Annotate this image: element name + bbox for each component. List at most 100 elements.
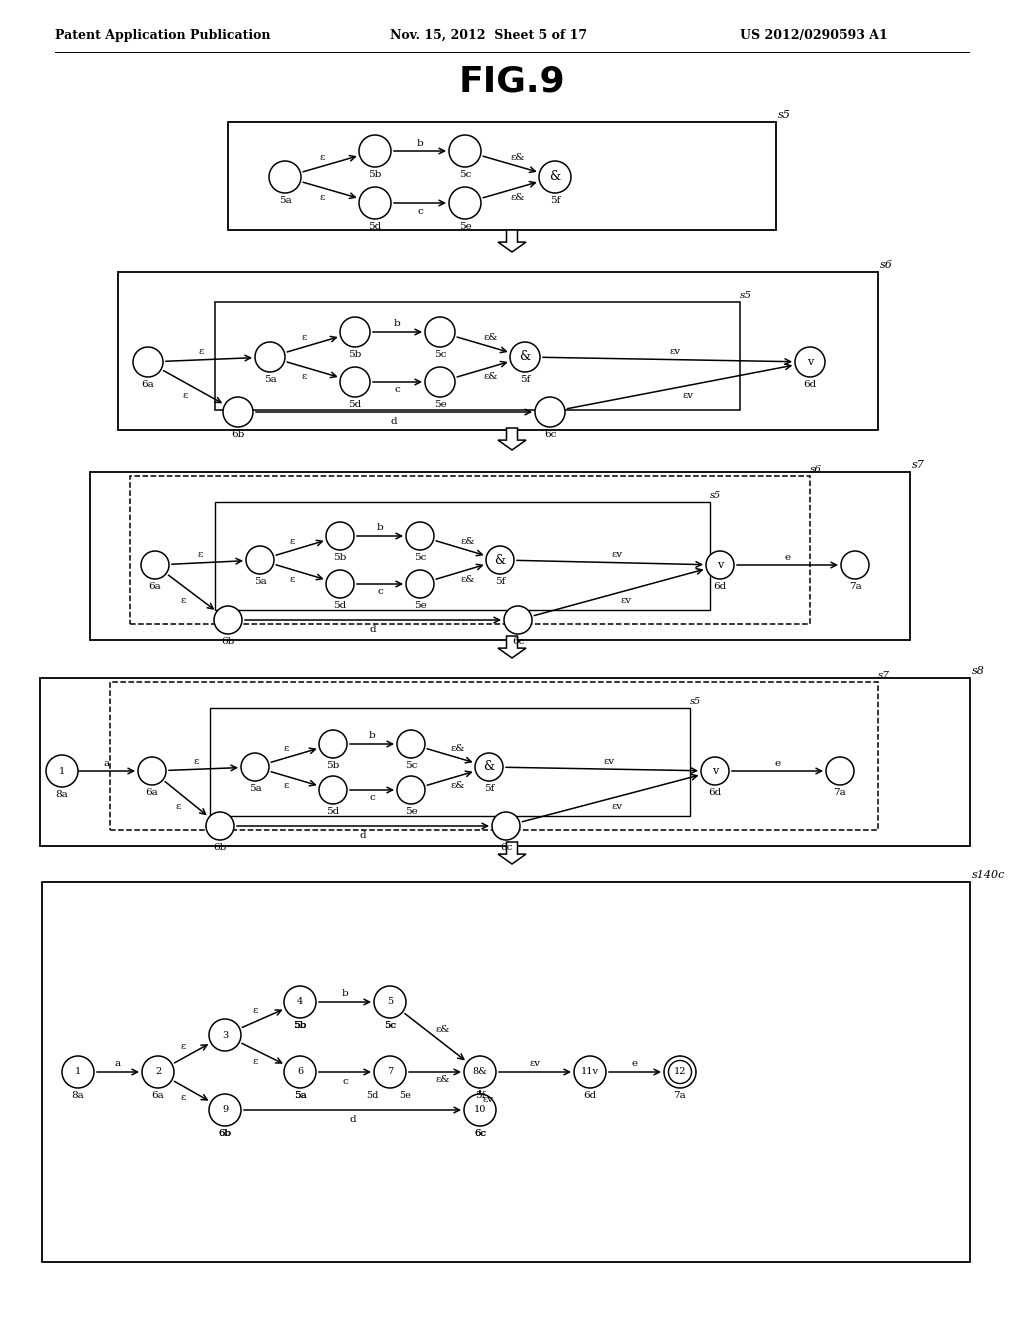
Circle shape (326, 570, 354, 598)
Text: 6d: 6d (804, 380, 816, 389)
Text: 7a: 7a (674, 1092, 686, 1100)
Text: s5: s5 (690, 697, 701, 706)
Circle shape (62, 1056, 94, 1088)
Text: 5c: 5c (459, 170, 471, 180)
Circle shape (142, 1056, 174, 1088)
Text: ε&: ε& (511, 153, 525, 161)
Circle shape (841, 550, 869, 579)
Text: ε: ε (253, 1057, 258, 1067)
Text: ε&: ε& (436, 1076, 451, 1085)
Text: ε: ε (182, 391, 187, 400)
Text: s6: s6 (880, 260, 893, 271)
Text: εv: εv (612, 803, 623, 810)
Text: 6c: 6c (474, 1129, 485, 1138)
Circle shape (269, 161, 301, 193)
Bar (40, 678, 970, 846)
Text: e: e (784, 553, 791, 561)
Bar (210, 708, 690, 816)
Text: &: & (495, 553, 506, 566)
Text: ε&: ε& (461, 536, 475, 545)
Text: 5a: 5a (294, 1092, 306, 1100)
Polygon shape (498, 428, 526, 450)
Text: 6: 6 (297, 1068, 303, 1077)
Text: s6: s6 (810, 465, 822, 474)
Text: s5: s5 (778, 110, 791, 120)
Circle shape (255, 342, 285, 372)
Text: d: d (370, 624, 376, 634)
Text: 5b: 5b (327, 762, 340, 770)
Text: FIG.9: FIG.9 (459, 65, 565, 99)
Text: εv: εv (529, 1059, 541, 1068)
Text: e: e (774, 759, 780, 767)
Circle shape (425, 367, 455, 397)
Text: a: a (104, 759, 110, 767)
Text: 5e: 5e (433, 400, 446, 409)
Text: b: b (377, 524, 383, 532)
Text: 6d: 6d (584, 1092, 597, 1100)
Bar (228, 121, 776, 230)
Text: 2: 2 (155, 1068, 161, 1077)
Text: c: c (342, 1077, 348, 1085)
Text: εv: εv (621, 597, 632, 605)
Text: 6c: 6c (500, 843, 512, 851)
Text: 10: 10 (474, 1106, 486, 1114)
Circle shape (449, 187, 481, 219)
Text: 6b: 6b (221, 638, 234, 645)
Text: 8a: 8a (72, 1092, 84, 1100)
Text: 5b: 5b (334, 553, 347, 562)
Bar (118, 272, 878, 430)
Bar (110, 682, 878, 830)
Text: 12: 12 (674, 1068, 686, 1077)
Text: 5d: 5d (327, 807, 340, 816)
Circle shape (319, 776, 347, 804)
Text: 6b: 6b (231, 430, 245, 440)
Text: c: c (377, 587, 383, 597)
Text: ε: ε (302, 372, 307, 381)
Text: s5: s5 (740, 290, 752, 300)
Text: ε&: ε& (483, 372, 498, 381)
Text: ε&: ε& (451, 781, 465, 789)
Text: 1: 1 (58, 767, 66, 776)
Text: 5d: 5d (366, 1092, 378, 1101)
Circle shape (209, 1094, 241, 1126)
Circle shape (340, 317, 370, 347)
Text: Nov. 15, 2012  Sheet 5 of 17: Nov. 15, 2012 Sheet 5 of 17 (390, 29, 587, 41)
Circle shape (701, 756, 729, 785)
Polygon shape (498, 230, 526, 252)
Text: 9: 9 (222, 1106, 228, 1114)
Text: ε&: ε& (511, 193, 525, 202)
Text: 6c: 6c (544, 430, 556, 440)
Text: 7: 7 (387, 1068, 393, 1077)
Circle shape (209, 1019, 241, 1051)
Circle shape (664, 1056, 696, 1088)
Circle shape (535, 397, 565, 426)
Text: ε: ε (194, 758, 199, 767)
Text: εv: εv (682, 391, 693, 400)
Text: 6a: 6a (148, 582, 162, 591)
Circle shape (46, 755, 78, 787)
Text: 6a: 6a (152, 1092, 165, 1100)
Circle shape (326, 521, 354, 550)
Text: 5f: 5f (475, 1092, 485, 1100)
Text: ε: ε (198, 550, 203, 558)
Text: εv: εv (670, 347, 681, 356)
Circle shape (214, 606, 242, 634)
Text: 5: 5 (387, 998, 393, 1006)
Text: 7a: 7a (849, 582, 861, 591)
Text: 5b: 5b (293, 1020, 306, 1030)
Text: &: & (550, 170, 560, 183)
Text: ε: ε (199, 347, 204, 356)
Text: 5e: 5e (414, 601, 426, 610)
Text: ε: ε (253, 1006, 258, 1015)
Text: 5d: 5d (348, 400, 361, 409)
Text: ε: ε (181, 597, 186, 605)
Text: s7: s7 (912, 459, 925, 470)
Text: d: d (359, 830, 367, 840)
Text: Patent Application Publication: Patent Application Publication (55, 29, 270, 41)
Text: 5d: 5d (369, 222, 382, 231)
Circle shape (464, 1094, 496, 1126)
Bar (215, 302, 740, 411)
Text: ε&: ε& (451, 744, 465, 752)
Bar (90, 473, 910, 640)
Text: 6a: 6a (145, 788, 159, 797)
